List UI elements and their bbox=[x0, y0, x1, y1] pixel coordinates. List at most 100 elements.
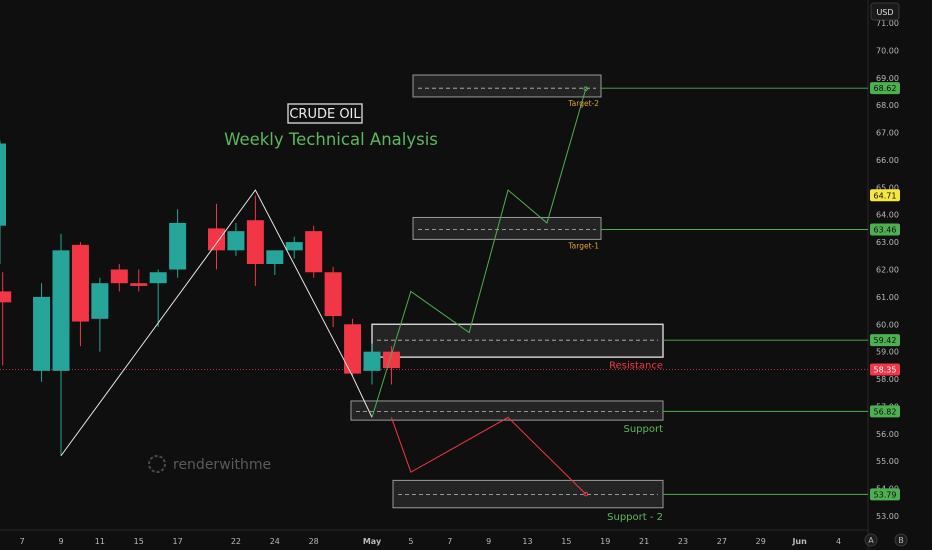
candle-body bbox=[169, 222, 187, 270]
title-box bbox=[287, 103, 363, 124]
currency-label: USD bbox=[876, 8, 893, 17]
candle[interactable] bbox=[285, 236, 303, 259]
candle-body bbox=[149, 272, 167, 284]
price-tick-label: 55.00 bbox=[876, 457, 899, 466]
chart-subtitle: Weekly Technical Analysis bbox=[224, 130, 438, 149]
time-tick-label: 22 bbox=[231, 537, 241, 546]
candle-body bbox=[0, 291, 12, 303]
candle[interactable] bbox=[0, 140, 6, 265]
price-badge-resistance: 59.42 bbox=[870, 334, 900, 347]
candle-body bbox=[246, 220, 264, 265]
zone-label-resistance: Resistance bbox=[609, 360, 663, 371]
candle[interactable] bbox=[305, 225, 323, 278]
time-tick-label: May bbox=[363, 537, 382, 546]
time-tick-label: 27 bbox=[717, 537, 727, 546]
time-tick-label: 21 bbox=[639, 537, 649, 546]
price-badge-target-1-text: 63.46 bbox=[874, 226, 897, 235]
candle[interactable] bbox=[324, 266, 342, 328]
auto-scale-icon[interactable]: A bbox=[864, 533, 878, 547]
candle[interactable] bbox=[149, 269, 167, 328]
time-tick-label: 13 bbox=[522, 537, 532, 546]
price-badge-support-2-bg bbox=[870, 488, 900, 501]
price-badge-last: 58.35 bbox=[870, 363, 900, 376]
price-badge-target-2-bg bbox=[870, 82, 900, 95]
price-tick-label: 69.00 bbox=[876, 74, 899, 83]
price-badges: 68.62 63.46 59.42 56.82 53.79 58.35 64.71 bbox=[870, 82, 900, 501]
candle[interactable] bbox=[169, 209, 187, 278]
price-tick-label: 60.00 bbox=[876, 320, 899, 329]
candles-layer bbox=[0, 140, 400, 456]
candle[interactable] bbox=[52, 233, 70, 456]
log-scale-circle bbox=[894, 533, 908, 547]
currency-button[interactable]: USD bbox=[870, 2, 900, 21]
candle[interactable] bbox=[0, 272, 12, 366]
candle[interactable] bbox=[91, 277, 109, 352]
price-badge-target-1: 63.46 bbox=[870, 223, 900, 236]
time-tick-label: 5 bbox=[408, 537, 413, 546]
zone-target-1[interactable] bbox=[412, 216, 602, 240]
price-badge-support-text: 56.82 bbox=[874, 407, 897, 416]
time-tick-label: 9 bbox=[58, 537, 63, 546]
pattern-line[interactable] bbox=[60, 189, 373, 457]
price-badge-last-bg bbox=[870, 363, 900, 376]
auto-scale-label: A bbox=[868, 536, 874, 545]
time-tick-label: 24 bbox=[270, 537, 280, 546]
candle[interactable] bbox=[33, 283, 51, 382]
chart-title: CRUDE OIL bbox=[289, 107, 361, 122]
time-tick-label: 7 bbox=[447, 537, 452, 546]
price-badge-support-2: 53.79 bbox=[870, 488, 900, 501]
candle[interactable] bbox=[130, 269, 148, 292]
bearish-projection-line-end-marker bbox=[583, 491, 589, 497]
time-tick-label: 17 bbox=[173, 537, 183, 546]
price-tick-label: 59.00 bbox=[876, 348, 899, 357]
candle[interactable] bbox=[344, 318, 362, 377]
price-tick-label: 64.00 bbox=[876, 211, 899, 220]
price-tick-label: 62.00 bbox=[876, 266, 899, 275]
watermark-text: renderwithme bbox=[173, 457, 271, 473]
zone-labels-layer: Target-2 Target-1 Resistance Support Support… bbox=[567, 99, 663, 523]
time-tick-label: 15 bbox=[561, 537, 571, 546]
candle[interactable] bbox=[71, 242, 89, 347]
zone-target-2[interactable] bbox=[412, 74, 602, 98]
candle-body bbox=[0, 143, 6, 226]
zone-resistance[interactable] bbox=[371, 323, 664, 358]
price-tick-label: 67.00 bbox=[876, 129, 899, 138]
price-tick-label: 68.00 bbox=[876, 101, 899, 110]
price-badge-resistance-text: 59.42 bbox=[874, 336, 897, 345]
price-axis[interactable]: 53.0054.0055.0056.0057.0058.0059.0060.00… bbox=[876, 19, 899, 521]
price-badge-high: 64.71 bbox=[870, 189, 900, 202]
zone-label-target-2: Target-2 bbox=[567, 99, 599, 108]
price-tick-label: 71.00 bbox=[876, 19, 899, 28]
candle[interactable] bbox=[110, 264, 128, 292]
time-tick-label: 29 bbox=[756, 537, 766, 546]
zone-support[interactable] bbox=[350, 400, 664, 421]
candle[interactable] bbox=[227, 222, 245, 256]
candle-body bbox=[344, 324, 362, 374]
candle[interactable] bbox=[246, 195, 264, 286]
currency-button-frame bbox=[870, 2, 900, 21]
candle[interactable] bbox=[363, 343, 381, 385]
price-badge-target-2: 68.62 bbox=[870, 82, 900, 95]
candle-body bbox=[208, 228, 225, 251]
candle-body bbox=[33, 296, 51, 371]
price-tick-label: 70.00 bbox=[876, 46, 899, 55]
time-axis[interactable]: 7 9 11 15 17 22 24 28 May 5 7 9 13 15 19 21 23 27 29 Jun 4 bbox=[20, 537, 841, 546]
candle[interactable] bbox=[208, 203, 225, 270]
time-tick-label: 23 bbox=[678, 537, 688, 546]
price-tick-label: 56.00 bbox=[876, 430, 899, 439]
price-badge-target-1-bg bbox=[870, 223, 900, 236]
bearish-projection-line[interactable] bbox=[390, 416, 587, 495]
bullish-projection-line[interactable] bbox=[371, 88, 587, 418]
drawings-layer bbox=[60, 86, 589, 497]
price-tick-label: 65.00 bbox=[876, 183, 899, 192]
candle[interactable] bbox=[266, 250, 284, 275]
candle[interactable] bbox=[382, 346, 400, 385]
candle-body bbox=[382, 351, 400, 369]
price-tick-label: 66.00 bbox=[876, 156, 899, 165]
time-tick-label: 19 bbox=[600, 537, 610, 546]
time-tick-label: Jun bbox=[791, 537, 807, 546]
watermark-logo-icon bbox=[148, 455, 166, 473]
log-scale-icon[interactable]: B bbox=[894, 533, 908, 547]
time-tick-label: 15 bbox=[134, 537, 144, 546]
